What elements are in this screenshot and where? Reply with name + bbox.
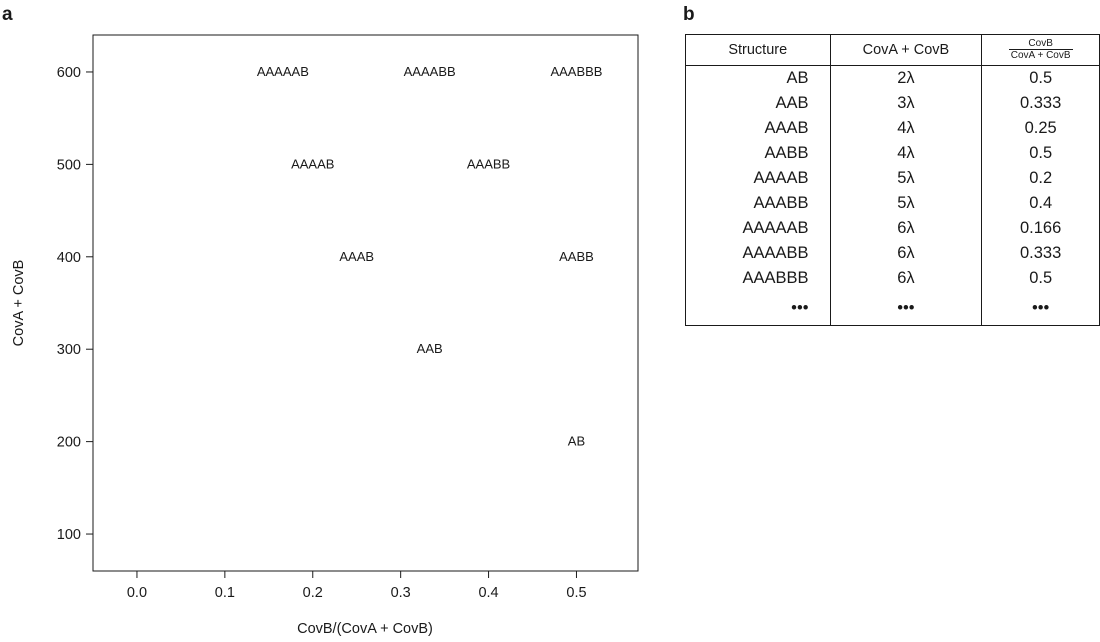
cell-cov-sum: 5λ [829,166,983,191]
x-tick-label: 0.5 [566,585,586,601]
cell-cov-ratio: ••• [981,291,1100,326]
data-points: AB AAB AAAB AABB AAAAB AAABB AAAAAB AAAABB AAABB… [257,64,603,449]
point-label: AAABB [467,156,510,171]
x-axis-label: CovB/(CovA + CovB) [297,621,433,637]
cell-cov-sum: 4λ [829,141,983,166]
cell-cov-ratio: 0.4 [981,191,1100,216]
structure-table: Structure CovA + CovB CovB CovA + CovB A… [685,34,1100,326]
cell-structure: ••• [685,291,831,326]
point-label: AB [568,434,585,449]
table-row: AAAABB 6λ 0.333 [685,241,1100,266]
cell-structure: AAAAAB [685,216,831,241]
cell-cov-sum: 4λ [829,116,983,141]
header-cov-ratio: CovB CovA + CovB [981,34,1100,66]
table-header-row: Structure CovA + CovB CovB CovA + CovB [685,34,1100,66]
panel-b-label: b [683,4,695,25]
point-label: AAABBB [550,64,602,79]
y-tick-label: 300 [57,342,81,358]
y-tick-label: 500 [57,157,81,173]
ratio-numerator: CovB [1008,38,1073,50]
y-tick-label: 600 [57,65,81,81]
header-cov-sum: CovA + CovB [829,34,983,66]
point-label: AAAAB [291,156,334,171]
table-row: AAAAB 5λ 0.2 [685,166,1100,191]
cell-structure: AAABBB [685,266,831,291]
cell-cov-sum: 5λ [829,191,983,216]
plot-frame [92,34,639,572]
table-body: AB 2λ 0.5 AAB 3λ 0.333 AAAB 4λ 0.25 AABB 4λ 0.5 AAAA… [685,65,1100,326]
x-tick-label: 0.2 [303,585,323,601]
cell-cov-ratio: 0.5 [981,65,1100,91]
table-row: ••• ••• ••• [685,291,1100,326]
cell-cov-ratio: 0.5 [981,266,1100,291]
point-label: AABB [559,249,594,264]
cell-structure: AAB [685,91,831,116]
point-label: AAAAAB [257,64,309,79]
x-axis: 0.0 0.1 0.2 0.3 0.4 0.5 [127,571,587,601]
table-row: AAAB 4λ 0.25 [685,116,1100,141]
point-label: AAAABB [404,64,456,79]
cell-cov-ratio: 0.25 [981,116,1100,141]
cell-cov-sum: 2λ [829,65,983,91]
cell-structure: AB [685,65,831,91]
ratio-denominator: CovA + CovB [1010,50,1071,61]
cell-cov-sum: 6λ [829,216,983,241]
ratio-fraction: CovB CovA + CovB [1008,38,1073,61]
x-tick-label: 0.0 [127,585,147,601]
header-structure: Structure [685,34,831,66]
cell-structure: AAAB [685,116,831,141]
table-row: AAABB 5λ 0.4 [685,191,1100,216]
cell-cov-sum: 3λ [829,91,983,116]
table-row: AAB 3λ 0.333 [685,91,1100,116]
point-label: AAAB [339,249,374,264]
cell-cov-sum: ••• [829,291,983,326]
y-tick-label: 200 [57,435,81,451]
table-row: AAAAAB 6λ 0.166 [685,216,1100,241]
table-row: AB 2λ 0.5 [685,65,1100,91]
cell-cov-ratio: 0.333 [981,91,1100,116]
cell-structure: AAAAB [685,166,831,191]
x-tick-label: 0.1 [215,585,235,601]
x-tick-label: 0.3 [391,585,411,601]
cell-structure: AABB [685,141,831,166]
table-row: AAABBB 6λ 0.5 [685,266,1100,291]
panel-a-label: a [2,4,13,25]
y-axis: 100 200 300 400 500 600 [57,65,93,543]
scatter-chart: 0.0 0.1 0.2 0.3 0.4 0.5 100 200 300 400 500 600 AB… [11,34,639,637]
y-tick-label: 100 [57,527,81,543]
cell-cov-ratio: 0.5 [981,141,1100,166]
table-row: AABB 4λ 0.5 [685,141,1100,166]
cell-cov-ratio: 0.2 [981,166,1100,191]
point-label: AAB [417,341,443,356]
cell-cov-sum: 6λ [829,266,983,291]
y-axis-label: CovA + CovB [11,260,27,347]
y-tick-label: 400 [57,250,81,266]
cell-structure: AAABB [685,191,831,216]
cell-cov-sum: 6λ [829,241,983,266]
cell-structure: AAAABB [685,241,831,266]
x-tick-label: 0.4 [478,585,498,601]
cell-cov-ratio: 0.166 [981,216,1100,241]
cell-cov-ratio: 0.333 [981,241,1100,266]
